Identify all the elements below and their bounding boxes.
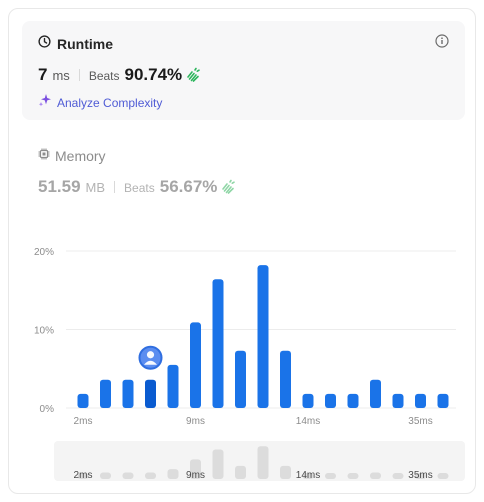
runtime-beats-value: 90.74% <box>124 65 183 84</box>
memory-unit: MB <box>85 180 106 195</box>
bar[interactable] <box>392 393 404 408</box>
clapping-hands-icon <box>220 179 236 195</box>
brush-tick-label: 2ms <box>74 470 93 481</box>
brush-bar <box>437 473 449 479</box>
bar[interactable] <box>145 379 156 408</box>
brush-bar <box>257 446 269 479</box>
bar[interactable] <box>212 279 224 408</box>
bar[interactable] <box>325 393 336 408</box>
clapping-hands-icon <box>185 67 201 83</box>
runtime-title: Runtime <box>57 36 113 52</box>
runtime-value: 7 <box>38 65 48 84</box>
brush-bar <box>145 472 156 479</box>
bar[interactable] <box>347 393 359 408</box>
memory-tab[interactable]: Memory <box>38 147 106 165</box>
bar[interactable] <box>235 350 246 408</box>
runtime-beats-label: Beats <box>88 69 120 83</box>
x-tick-label: 9ms <box>186 416 205 427</box>
bar[interactable] <box>100 379 111 408</box>
analyze-complexity-button[interactable]: Analyze Complexity <box>38 93 162 112</box>
brush-bar <box>167 469 179 479</box>
brush-bar <box>100 472 111 479</box>
runtime-unit: ms <box>52 68 70 83</box>
x-tick-label: 14ms <box>296 416 320 427</box>
y-tick-label: 10% <box>34 326 54 337</box>
brush-bar <box>212 449 224 479</box>
user-avatar-icon <box>138 345 163 370</box>
brush-bar <box>392 473 404 479</box>
brush-bar <box>280 465 291 479</box>
bar[interactable] <box>167 364 179 408</box>
brush-bar <box>235 465 246 479</box>
bar[interactable] <box>437 393 449 408</box>
divider <box>78 69 80 81</box>
brush-bar <box>122 472 134 479</box>
info-icon[interactable] <box>435 34 449 48</box>
bar[interactable] <box>257 265 269 408</box>
brush-bar <box>77 473 89 479</box>
brush-tick-label: 35ms <box>408 470 432 481</box>
sparkle-icon <box>38 93 52 112</box>
runtime-stats: 7 ms Beats 90.74% <box>38 65 201 85</box>
runtime-header: Runtime <box>38 35 113 53</box>
brush-bar <box>302 473 314 479</box>
brush-tick-label: 9ms <box>186 470 205 481</box>
clock-icon <box>38 35 51 53</box>
brush-bar <box>415 473 426 479</box>
bar[interactable] <box>415 393 426 408</box>
memory-title: Memory <box>55 148 106 164</box>
bar[interactable] <box>280 350 291 408</box>
x-tick-label: 35ms <box>408 416 432 427</box>
y-tick-label: 0% <box>40 404 55 415</box>
bar[interactable] <box>190 322 201 408</box>
divider <box>114 181 116 193</box>
memory-stats: 51.59 MB Beats 56.67% <box>38 177 236 197</box>
chip-icon <box>38 147 50 165</box>
runtime-panel[interactable]: Runtime 7 ms Beats 90.74% Analyze Comple… <box>22 21 465 120</box>
brush-bar <box>370 472 381 479</box>
bar[interactable] <box>370 379 381 408</box>
analyze-complexity-label: Analyze Complexity <box>57 95 163 110</box>
brush-bar <box>325 473 336 479</box>
bar[interactable] <box>122 379 134 408</box>
bar[interactable] <box>77 393 89 408</box>
memory-value: 51.59 <box>38 177 81 196</box>
bar[interactable] <box>302 393 314 408</box>
brush-bar <box>190 459 201 479</box>
memory-beats-value: 56.67% <box>159 177 218 196</box>
x-tick-label: 2ms <box>74 416 93 427</box>
y-tick-label: 20% <box>34 247 54 258</box>
brush-bar <box>347 473 359 479</box>
brush-tick-label: 14ms <box>296 470 320 481</box>
memory-beats-label: Beats <box>124 181 155 195</box>
